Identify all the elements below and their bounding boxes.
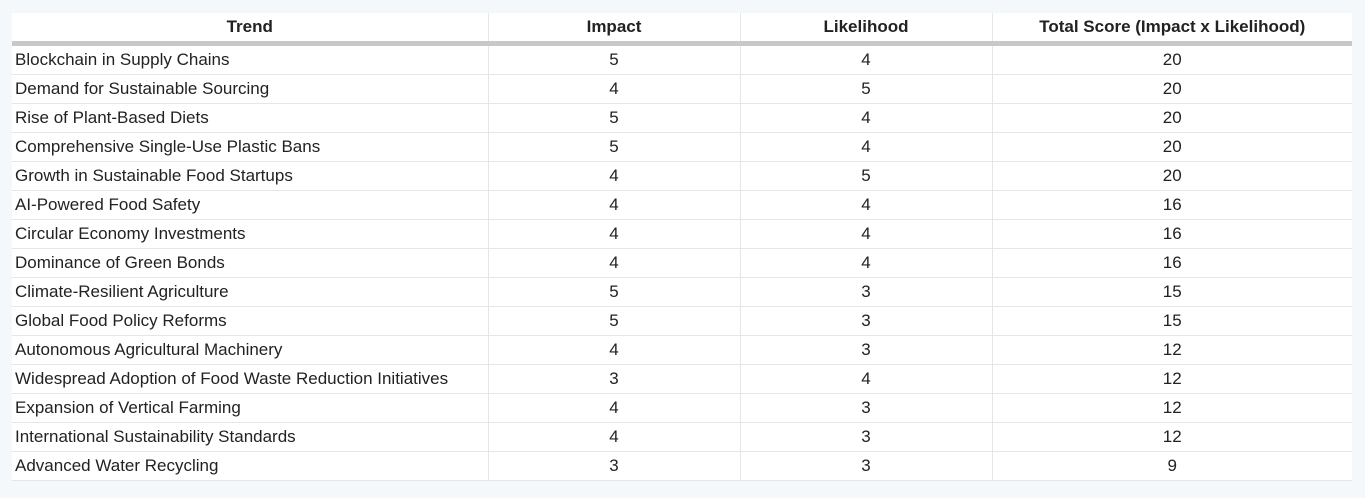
table-row: Demand for Sustainable Sourcing 4 5 20: [12, 74, 1352, 104]
table-row: Expansion of Vertical Farming 4 3 12: [12, 393, 1352, 423]
cell-trend[interactable]: Autonomous Agricultural Machinery: [12, 335, 489, 365]
cell-total-score[interactable]: 16: [992, 190, 1352, 220]
cell-likelihood[interactable]: 3: [740, 277, 993, 307]
cell-trend[interactable]: Comprehensive Single-Use Plastic Bans: [12, 132, 489, 162]
cell-total-score[interactable]: 15: [992, 277, 1352, 307]
header-total-score[interactable]: Total Score (Impact x Likelihood): [992, 13, 1352, 46]
cell-total-score[interactable]: 9: [992, 451, 1352, 481]
cell-likelihood[interactable]: 4: [740, 43, 993, 75]
table-row: Autonomous Agricultural Machinery 4 3 12: [12, 335, 1352, 365]
cell-total-score[interactable]: 16: [992, 219, 1352, 249]
table-row: Comprehensive Single-Use Plastic Bans 5 4 2…: [12, 132, 1352, 162]
cell-total-score[interactable]: 16: [992, 248, 1352, 278]
cell-trend[interactable]: Blockchain in Supply Chains: [12, 43, 489, 75]
table-row: International Sustainability Standards 4 3…: [12, 422, 1352, 452]
table-row: AI-Powered Food Safety 4 4 16: [12, 190, 1352, 220]
cell-trend[interactable]: Expansion of Vertical Farming: [12, 393, 489, 423]
cell-total-score[interactable]: 20: [992, 43, 1352, 75]
cell-total-score[interactable]: 20: [992, 161, 1352, 191]
table-row: Climate-Resilient Agriculture 5 3 15: [12, 277, 1352, 307]
cell-total-score[interactable]: 20: [992, 132, 1352, 162]
cell-total-score[interactable]: 12: [992, 422, 1352, 452]
table-row: Advanced Water Recycling 3 3 9: [12, 451, 1352, 481]
cell-trend[interactable]: Advanced Water Recycling: [12, 451, 489, 481]
header-impact[interactable]: Impact: [488, 13, 741, 46]
cell-likelihood[interactable]: 4: [740, 248, 993, 278]
table-row: Dominance of Green Bonds 4 4 16: [12, 248, 1352, 278]
cell-trend[interactable]: International Sustainability Standards: [12, 422, 489, 452]
cell-impact[interactable]: 5: [488, 277, 741, 307]
cell-total-score[interactable]: 15: [992, 306, 1352, 336]
cell-trend[interactable]: Widespread Adoption of Food Waste Reduct…: [12, 364, 489, 394]
cell-likelihood[interactable]: 3: [740, 393, 993, 423]
cell-likelihood[interactable]: 4: [740, 364, 993, 394]
trend-scoring-table-container: Trend Impact Likelihood Total Score (Imp…: [12, 13, 1352, 481]
cell-impact[interactable]: 4: [488, 161, 741, 191]
cell-trend[interactable]: Climate-Resilient Agriculture: [12, 277, 489, 307]
cell-likelihood[interactable]: 5: [740, 74, 993, 104]
cell-likelihood[interactable]: 5: [740, 161, 993, 191]
cell-impact[interactable]: 3: [488, 451, 741, 481]
cell-likelihood[interactable]: 4: [740, 190, 993, 220]
header-trend[interactable]: Trend: [12, 13, 489, 46]
cell-total-score[interactable]: 20: [992, 74, 1352, 104]
table-row: Global Food Policy Reforms 5 3 15: [12, 306, 1352, 336]
cell-impact[interactable]: 4: [488, 422, 741, 452]
cell-impact[interactable]: 3: [488, 364, 741, 394]
cell-trend[interactable]: Dominance of Green Bonds: [12, 248, 489, 278]
cell-likelihood[interactable]: 3: [740, 451, 993, 481]
cell-impact[interactable]: 5: [488, 43, 741, 75]
table-body: Blockchain in Supply Chains 5 4 20 Demand fo…: [12, 43, 1352, 481]
header-likelihood[interactable]: Likelihood: [740, 13, 993, 46]
cell-impact[interactable]: 4: [488, 74, 741, 104]
cell-impact[interactable]: 4: [488, 393, 741, 423]
cell-likelihood[interactable]: 3: [740, 306, 993, 336]
cell-total-score[interactable]: 20: [992, 103, 1352, 133]
cell-trend[interactable]: Global Food Policy Reforms: [12, 306, 489, 336]
cell-impact[interactable]: 4: [488, 219, 741, 249]
cell-total-score[interactable]: 12: [992, 335, 1352, 365]
cell-trend[interactable]: Demand for Sustainable Sourcing: [12, 74, 489, 104]
cell-impact[interactable]: 4: [488, 248, 741, 278]
table-row: Rise of Plant-Based Diets 5 4 20: [12, 103, 1352, 133]
cell-total-score[interactable]: 12: [992, 364, 1352, 394]
table-row: Widespread Adoption of Food Waste Reduct…: [12, 364, 1352, 394]
cell-trend[interactable]: Circular Economy Investments: [12, 219, 489, 249]
table-row: Growth in Sustainable Food Startups 4 5 20: [12, 161, 1352, 191]
cell-trend[interactable]: Growth in Sustainable Food Startups: [12, 161, 489, 191]
cell-trend[interactable]: Rise of Plant-Based Diets: [12, 103, 489, 133]
cell-total-score[interactable]: 12: [992, 393, 1352, 423]
cell-impact[interactable]: 5: [488, 103, 741, 133]
cell-impact[interactable]: 5: [488, 306, 741, 336]
table-row: Blockchain in Supply Chains 5 4 20: [12, 43, 1352, 75]
cell-impact[interactable]: 5: [488, 132, 741, 162]
cell-impact[interactable]: 4: [488, 190, 741, 220]
trend-scoring-table: Trend Impact Likelihood Total Score (Imp…: [12, 13, 1352, 481]
header-row: Trend Impact Likelihood Total Score (Imp…: [12, 13, 1352, 46]
cell-likelihood[interactable]: 4: [740, 219, 993, 249]
cell-likelihood[interactable]: 4: [740, 132, 993, 162]
cell-impact[interactable]: 4: [488, 335, 741, 365]
cell-likelihood[interactable]: 3: [740, 335, 993, 365]
table-row: Circular Economy Investments 4 4 16: [12, 219, 1352, 249]
cell-likelihood[interactable]: 4: [740, 103, 993, 133]
cell-trend[interactable]: AI-Powered Food Safety: [12, 190, 489, 220]
cell-likelihood[interactable]: 3: [740, 422, 993, 452]
